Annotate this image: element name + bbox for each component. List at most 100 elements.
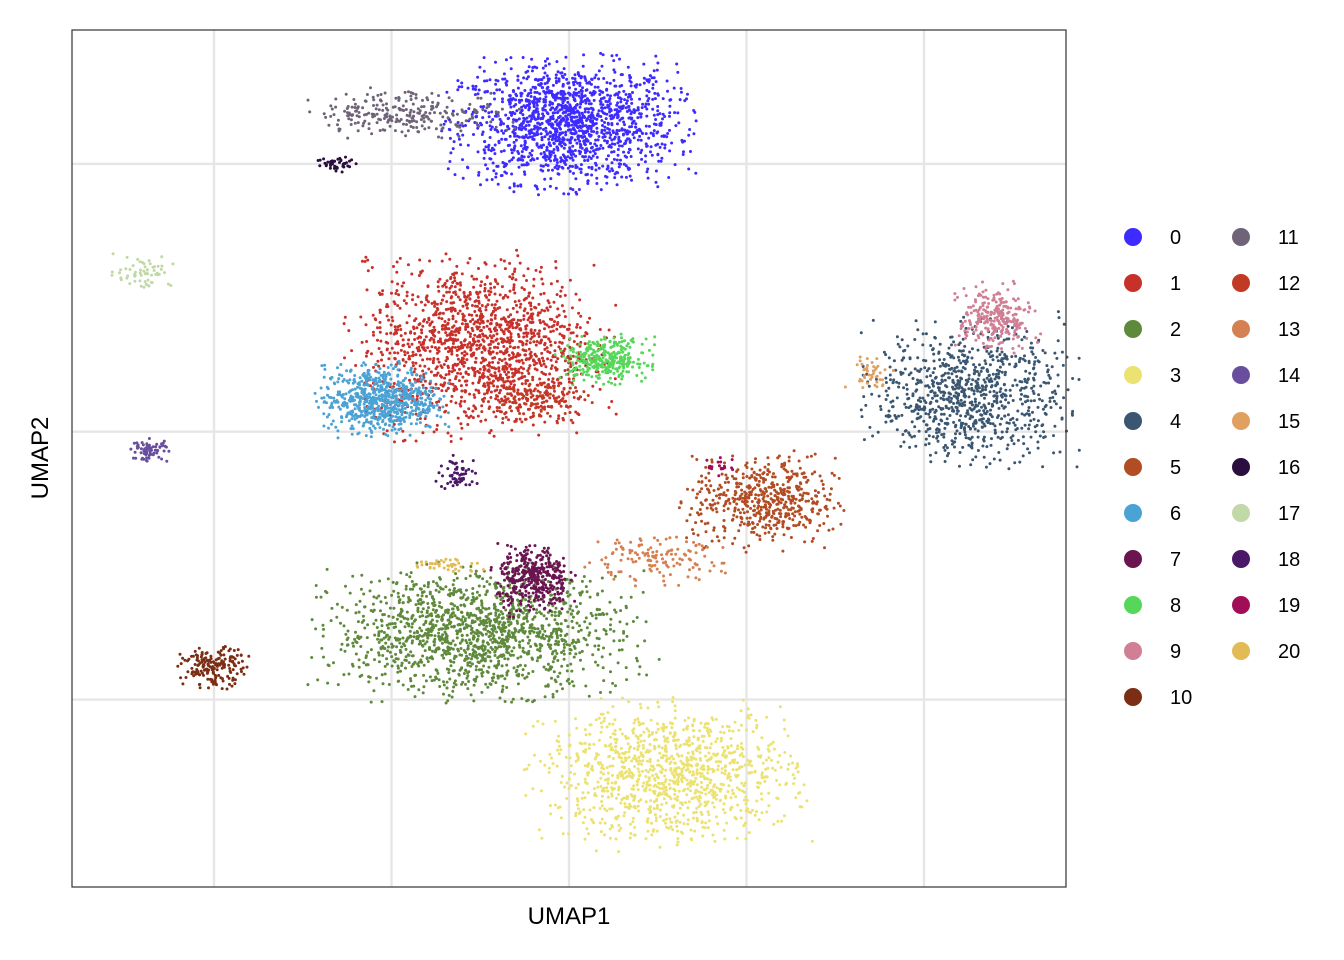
- cluster-0-point: [604, 117, 608, 121]
- cluster-0-point: [557, 77, 561, 81]
- cluster-1-point: [524, 325, 528, 328]
- cluster-0-point: [588, 115, 591, 119]
- cluster-0-point: [486, 167, 489, 171]
- cluster-3-point: [735, 747, 739, 751]
- cluster-1-point: [490, 303, 494, 307]
- cluster-3-point: [671, 696, 675, 700]
- cluster-0-point: [572, 111, 576, 115]
- cluster-0-point: [544, 95, 548, 99]
- cluster-0-point: [597, 77, 601, 81]
- cluster-0-point: [632, 119, 636, 123]
- cluster-1-point: [540, 370, 544, 374]
- cluster-0-point: [482, 69, 486, 73]
- cluster-0-point: [545, 155, 549, 158]
- cluster-0-point: [605, 88, 609, 92]
- cluster-0-point: [613, 172, 617, 176]
- cluster-0-point: [560, 107, 564, 111]
- cluster-0-point: [649, 131, 653, 135]
- cluster-1-point: [501, 421, 505, 425]
- cluster-2-point: [433, 634, 437, 638]
- cluster-1-point: [499, 328, 503, 332]
- cluster-0-point: [510, 112, 514, 116]
- cluster-3-point: [658, 751, 662, 755]
- cluster-2-point: [486, 629, 490, 633]
- cluster-1-point: [544, 365, 548, 369]
- cluster-3-point: [608, 836, 612, 840]
- cluster-1-point: [495, 406, 499, 409]
- cluster-0-point: [628, 79, 632, 83]
- cluster-1-point: [404, 360, 408, 364]
- cluster-0-point: [612, 131, 615, 135]
- cluster-2-point: [566, 625, 570, 629]
- cluster-0-point: [557, 135, 560, 139]
- cluster-2-point: [381, 613, 385, 617]
- cluster-0-point: [527, 99, 531, 103]
- cluster-2-point: [604, 632, 608, 636]
- cluster-2-point: [657, 657, 661, 661]
- cluster-2-point: [460, 682, 463, 686]
- cluster-1-point: [396, 351, 400, 355]
- cluster-2-point: [473, 631, 477, 635]
- cluster-0-point: [477, 88, 481, 92]
- cluster-2-point: [516, 614, 520, 618]
- cluster-1-point: [396, 325, 400, 329]
- cluster-0-point: [525, 116, 529, 120]
- cluster-3-point: [711, 718, 715, 722]
- cluster-1-point: [440, 259, 444, 263]
- cluster-2-point: [516, 598, 520, 602]
- cluster-0-point: [491, 118, 495, 121]
- cluster-2-point: [445, 624, 449, 627]
- cluster-1-point: [560, 304, 564, 308]
- cluster-2-point: [388, 606, 392, 610]
- cluster-1-point: [556, 321, 560, 324]
- cluster-1-point: [493, 389, 497, 393]
- cluster-1-point: [410, 272, 414, 276]
- cluster-0-point: [543, 59, 547, 63]
- cluster-0-point: [576, 81, 580, 85]
- cluster-2-point: [494, 611, 498, 615]
- cluster-0-point: [517, 117, 521, 121]
- cluster-1-point: [467, 366, 470, 370]
- cluster-0-point: [510, 148, 513, 152]
- cluster-2-point: [390, 642, 394, 646]
- cluster-0-point: [676, 70, 680, 74]
- cluster-0-point: [574, 87, 578, 91]
- cluster-0-point: [563, 73, 567, 76]
- cluster-1-point: [512, 283, 516, 287]
- cluster-0-point: [456, 132, 460, 136]
- cluster-1-point: [461, 357, 465, 361]
- cluster-1-point: [394, 342, 398, 346]
- cluster-2-point: [608, 690, 612, 694]
- cluster-1-point: [425, 298, 429, 302]
- cluster-0-point: [497, 141, 501, 145]
- cluster-2-point: [448, 677, 452, 681]
- cluster-0-point: [490, 110, 494, 114]
- cluster-2-point: [423, 632, 427, 635]
- cluster-3-point: [598, 806, 602, 810]
- cluster-2-point: [358, 599, 362, 603]
- cluster-2-point: [376, 637, 380, 641]
- cluster-2-point: [618, 620, 622, 624]
- cluster-0-point: [620, 73, 624, 77]
- cluster-2-point: [525, 617, 529, 620]
- cluster-2-point: [433, 603, 437, 607]
- cluster-3-point: [805, 799, 809, 803]
- cluster-0-point: [561, 76, 565, 80]
- cluster-2-point: [398, 598, 402, 602]
- cluster-0-point: [485, 121, 489, 124]
- cluster-0-point: [557, 79, 561, 83]
- cluster-1-point: [450, 370, 454, 374]
- cluster-3-point: [746, 707, 750, 711]
- cluster-1-point: [438, 277, 442, 281]
- cluster-2-point: [566, 594, 570, 598]
- cluster-0-point: [631, 91, 634, 94]
- cluster-2-point: [465, 654, 468, 658]
- cluster-2-point: [410, 622, 414, 626]
- cluster-0-point: [578, 145, 582, 149]
- cluster-0-points: [440, 51, 698, 197]
- cluster-3-point: [567, 787, 571, 790]
- cluster-1-point: [527, 372, 531, 375]
- cluster-0-point: [639, 115, 643, 119]
- cluster-0-point: [613, 176, 617, 180]
- cluster-1-point: [422, 318, 426, 322]
